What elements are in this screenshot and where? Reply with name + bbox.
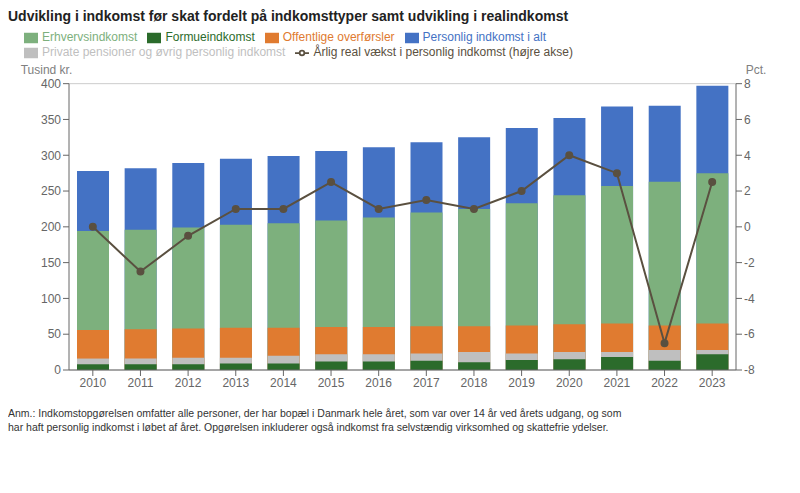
svg-text:2014: 2014 bbox=[270, 376, 297, 390]
svg-text:-2: -2 bbox=[744, 256, 755, 270]
svg-text:2017: 2017 bbox=[413, 376, 440, 390]
svg-text:2015: 2015 bbox=[318, 376, 345, 390]
svg-text:2: 2 bbox=[744, 184, 751, 198]
svg-text:2020: 2020 bbox=[556, 376, 583, 390]
svg-text:400: 400 bbox=[41, 77, 61, 91]
html-text:Erhvervsindkomst: Erhvervsindkomst bbox=[42, 30, 138, 44]
svg-text:Tusind kr.: Tusind kr. bbox=[21, 63, 73, 77]
svg-text:4: 4 bbox=[744, 149, 751, 163]
svg-text:200: 200 bbox=[41, 220, 61, 234]
svg-text:2016: 2016 bbox=[365, 376, 392, 390]
svg-text:100: 100 bbox=[41, 292, 61, 306]
svg-text:0: 0 bbox=[54, 363, 61, 377]
html-text:Formueindkomst: Formueindkomst bbox=[165, 30, 255, 44]
svg-text:Pct.: Pct. bbox=[746, 63, 767, 77]
svg-text:2013: 2013 bbox=[222, 376, 249, 390]
svg-text:2010: 2010 bbox=[79, 376, 106, 390]
svg-text:2011: 2011 bbox=[128, 376, 154, 390]
svg-text:2012: 2012 bbox=[175, 376, 202, 390]
html-text:Udvikling i indkomst før skat: Udvikling i indkomst før skat fordelt på… bbox=[8, 8, 569, 24]
html-text:Personlig indkomst i alt: Personlig indkomst i alt bbox=[422, 30, 546, 44]
svg-text:8: 8 bbox=[744, 77, 751, 91]
svg-text:2021: 2021 bbox=[604, 376, 631, 390]
html-text:Offentlige overførsler: Offentlige overførsler bbox=[282, 30, 395, 44]
svg-text:150: 150 bbox=[41, 256, 61, 270]
svg-text:2018: 2018 bbox=[461, 376, 488, 390]
svg-text:2019: 2019 bbox=[508, 376, 535, 390]
svg-text:2022: 2022 bbox=[651, 376, 678, 390]
svg-text:-4: -4 bbox=[744, 292, 755, 306]
svg-text:50: 50 bbox=[48, 327, 62, 341]
svg-text:2023: 2023 bbox=[699, 376, 726, 390]
svg-text:350: 350 bbox=[41, 113, 61, 127]
html-text:Private pensioner og øvrig per: Private pensioner og øvrig personlig ind… bbox=[42, 44, 286, 59]
svg-text:-8: -8 bbox=[744, 363, 755, 377]
html-text:Årlig real vækst i personlig i: Årlig real vækst i personlig indkomst (h… bbox=[313, 44, 573, 59]
svg-text:6: 6 bbox=[744, 113, 751, 127]
svg-text:250: 250 bbox=[41, 184, 61, 198]
svg-text:0: 0 bbox=[744, 220, 751, 234]
html-text:Anm.: Indkomstopgørelsen omfat: Anm.: Indkomstopgørelsen omfatter alle p… bbox=[8, 407, 622, 434]
svg-text:300: 300 bbox=[41, 149, 61, 163]
svg-text:-6: -6 bbox=[744, 327, 755, 341]
